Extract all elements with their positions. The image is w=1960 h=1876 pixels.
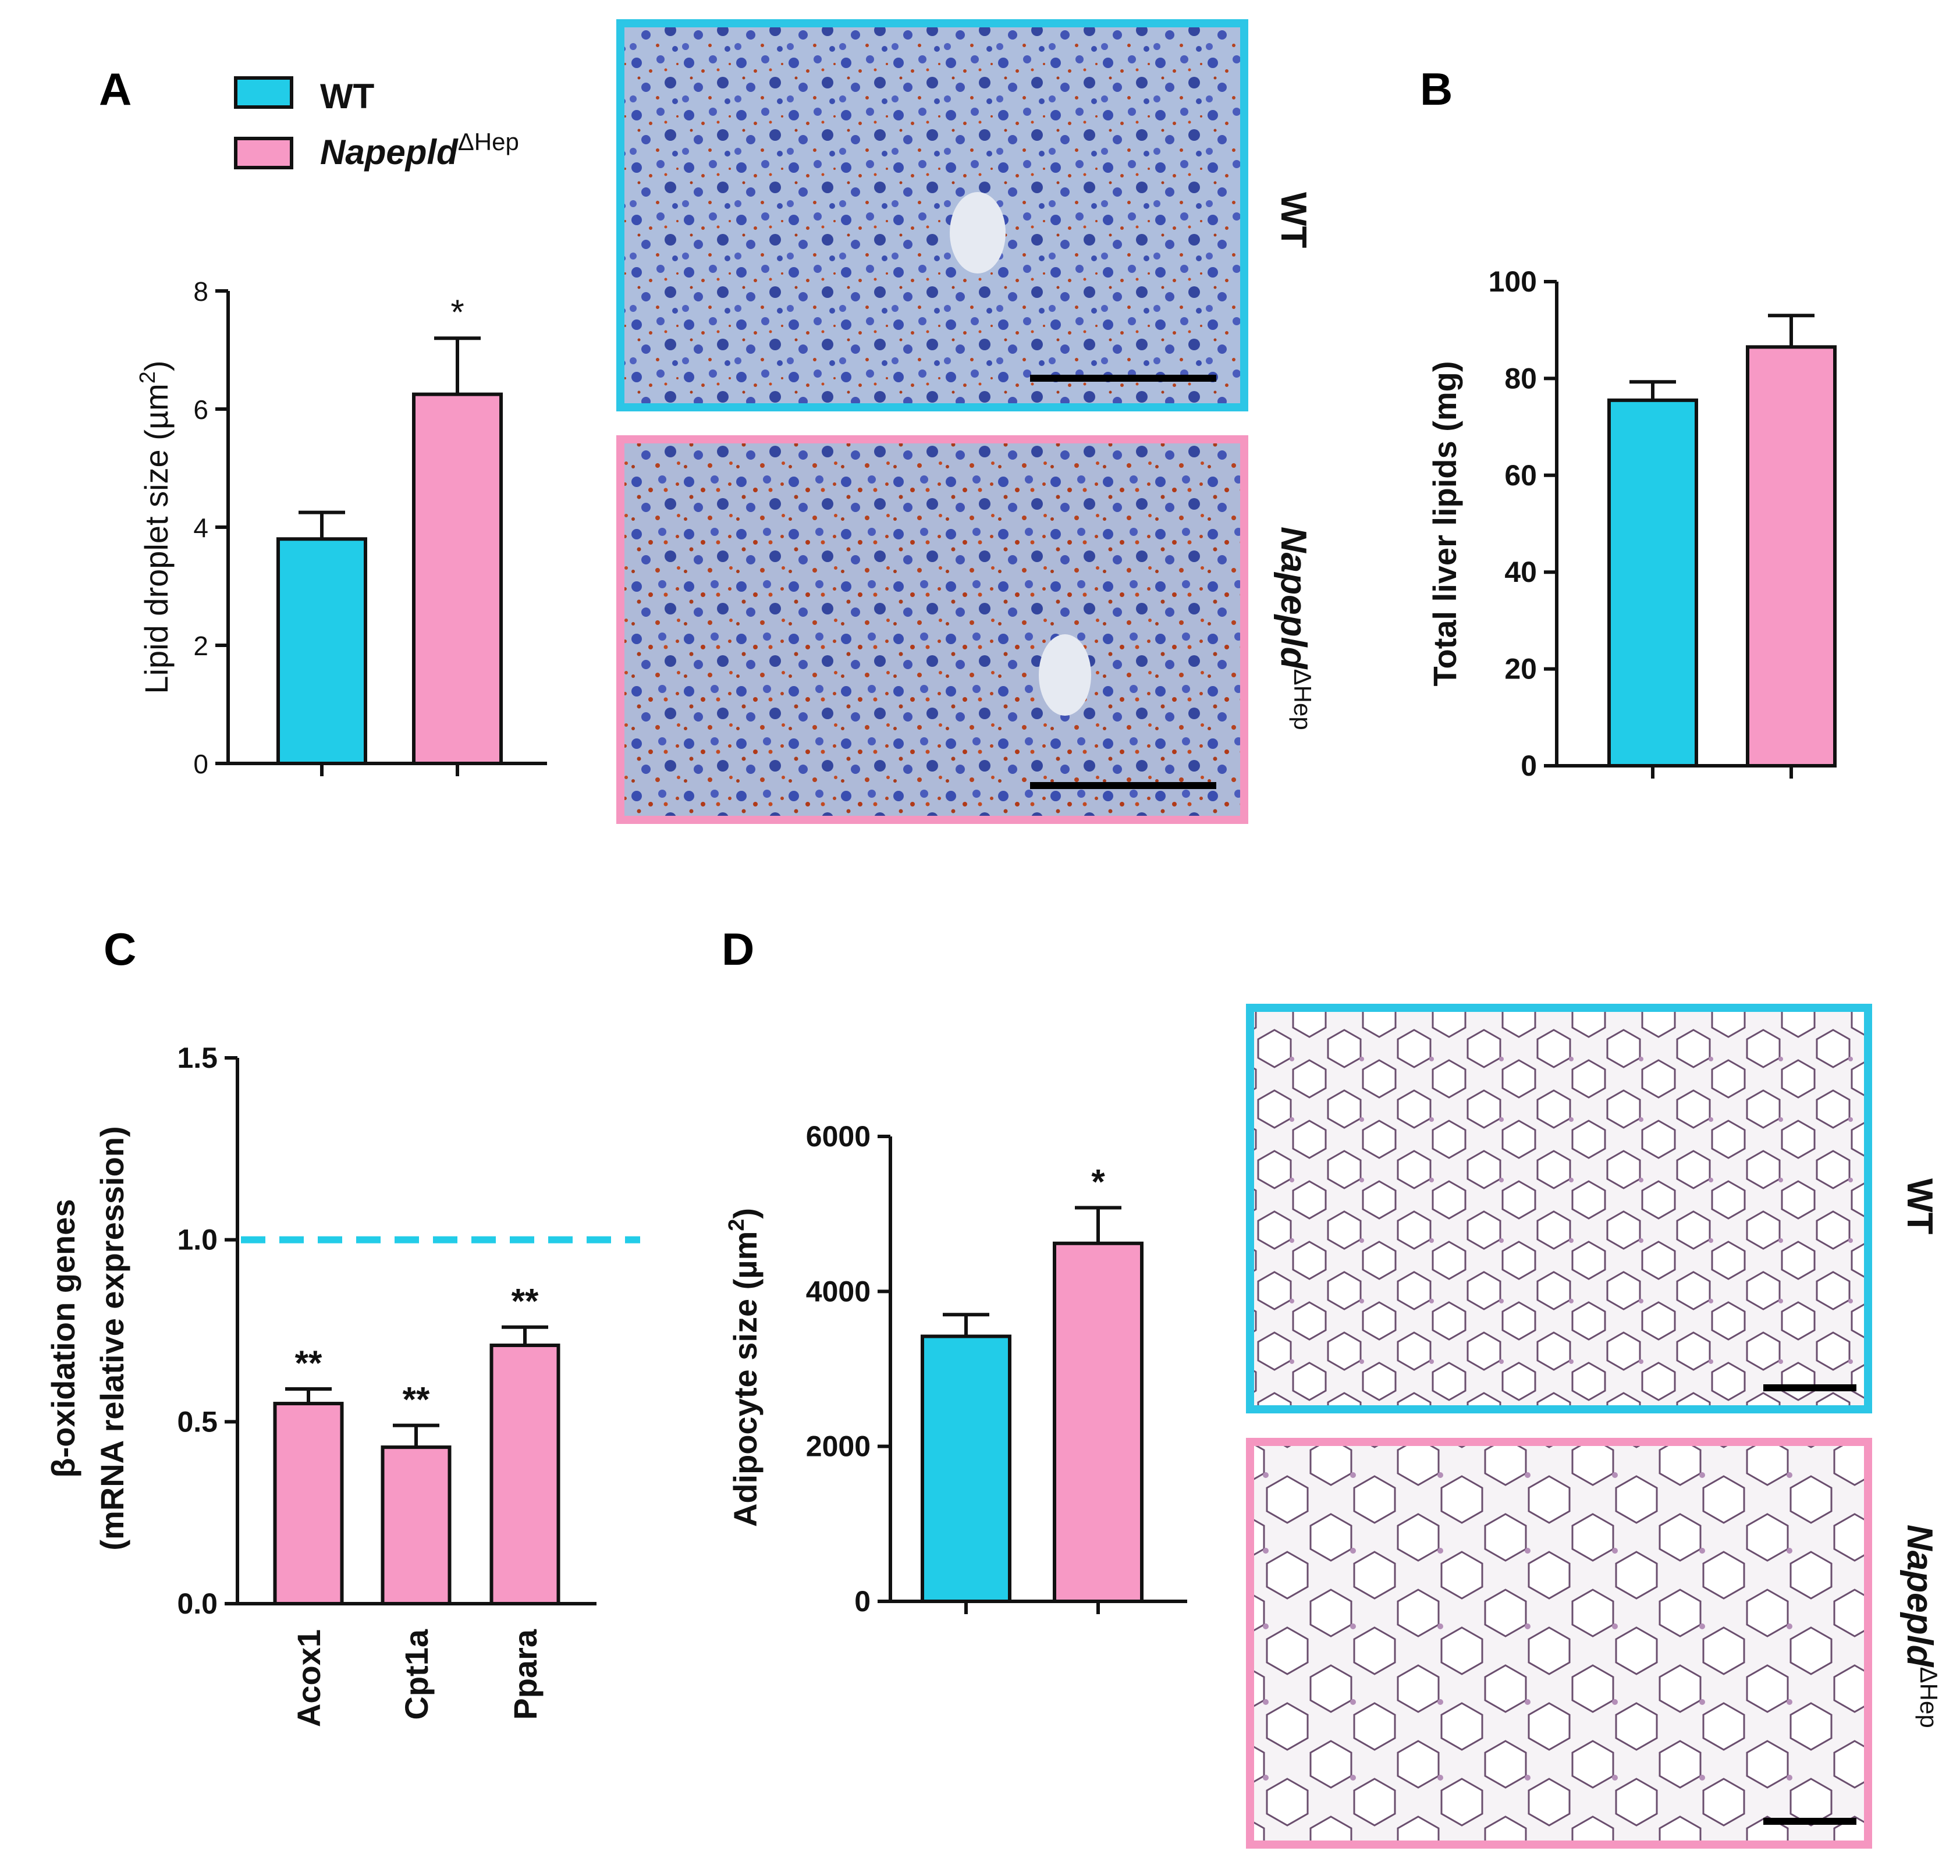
y-axis-label: Adipocyte size (µm2) bbox=[725, 1208, 764, 1527]
legend: WT NapepldΔHep bbox=[234, 76, 519, 172]
central-vein bbox=[1039, 634, 1091, 716]
x-tick-label: Ppara bbox=[507, 1629, 544, 1719]
y-tick-label: 6000 bbox=[806, 1120, 871, 1153]
bar bbox=[1053, 1241, 1144, 1603]
y-tick-label: 60 bbox=[1504, 459, 1537, 492]
liver-image-ko bbox=[616, 435, 1248, 824]
panel-letter-a: A bbox=[99, 63, 132, 115]
y-tick-label: 0 bbox=[193, 749, 208, 779]
y-tick-label: 0.5 bbox=[177, 1405, 218, 1438]
y-tick-label: 2000 bbox=[806, 1430, 871, 1463]
panel-letter-d: D bbox=[722, 923, 754, 975]
chart-a: 0 2 4 6 8 * Lipid droplet size (µm2) bbox=[136, 276, 547, 779]
y-tick-label: 0 bbox=[1521, 749, 1537, 782]
significance-marker: ** bbox=[403, 1380, 430, 1419]
y-tick-label: 40 bbox=[1504, 556, 1537, 588]
bar bbox=[921, 1334, 1011, 1604]
significance-marker: ** bbox=[295, 1344, 322, 1383]
chart-c: 0.0 0.5 1.0 1.5 ** ** ** Acox1 Cpt1a Ppara β-oxida… bbox=[45, 1042, 640, 1727]
image-label-liver-ko: NapepldΔHep bbox=[1273, 527, 1316, 730]
legend-swatch-ko bbox=[234, 137, 293, 169]
chart-b: 0 20 40 60 80 100 Total liver lipids (mg) bbox=[1426, 265, 1837, 782]
bar bbox=[489, 1344, 560, 1606]
image-label-liver-wt: WT bbox=[1273, 192, 1313, 248]
significance-marker: * bbox=[1091, 1163, 1105, 1202]
panel-letter-b: B bbox=[1420, 63, 1453, 115]
y-tick-label: 0 bbox=[854, 1585, 871, 1618]
y-axis-label: Lipid droplet size (µm2) bbox=[136, 360, 175, 694]
y-tick-label: 1.5 bbox=[177, 1042, 218, 1074]
y-tick-label: 0.0 bbox=[177, 1587, 218, 1620]
legend-label-wt: WT bbox=[320, 77, 374, 116]
image-label-adipose-ko: NapepldΔHep bbox=[1899, 1525, 1943, 1728]
adipose-image-wt bbox=[1246, 1004, 1872, 1413]
y-tick-label: 2 bbox=[193, 631, 208, 661]
x-tick-label: Acox1 bbox=[290, 1629, 327, 1727]
legend-swatch-wt bbox=[234, 76, 293, 109]
y-tick-label: 80 bbox=[1504, 362, 1537, 395]
y-tick-label: 8 bbox=[193, 276, 208, 307]
bar bbox=[412, 392, 503, 765]
y-tick-label: 1.0 bbox=[177, 1224, 218, 1256]
significance-marker: * bbox=[450, 293, 464, 332]
adipose-image-ko bbox=[1246, 1438, 1872, 1849]
chart-d: 0 2000 4000 6000 * Adipocyte size (µm2) bbox=[725, 1120, 1187, 1618]
y-axis-label: Total liver lipids (mg) bbox=[1426, 361, 1463, 686]
bar bbox=[1607, 398, 1698, 768]
y-tick-label: 4000 bbox=[806, 1275, 871, 1307]
x-tick-label: Cpt1a bbox=[398, 1629, 435, 1719]
bar bbox=[1746, 345, 1837, 768]
y-axis-label: β-oxidation genes bbox=[45, 1199, 81, 1477]
significance-marker: ** bbox=[512, 1282, 539, 1321]
liver-image-wt bbox=[616, 19, 1248, 411]
y-axis-label: (mRNA relative expression) bbox=[94, 1126, 130, 1550]
image-label-adipose-wt: WT bbox=[1899, 1178, 1940, 1235]
central-vein bbox=[950, 192, 1006, 273]
bar bbox=[273, 1402, 344, 1605]
panel-letter-c: C bbox=[104, 923, 136, 975]
y-tick-label: 20 bbox=[1504, 653, 1537, 685]
y-tick-label: 100 bbox=[1489, 265, 1537, 298]
bar bbox=[381, 1445, 452, 1606]
y-tick-label: 4 bbox=[193, 513, 208, 543]
bar bbox=[276, 537, 367, 765]
legend-label-ko: NapepldΔHep bbox=[320, 128, 519, 172]
y-tick-label: 6 bbox=[193, 395, 208, 425]
